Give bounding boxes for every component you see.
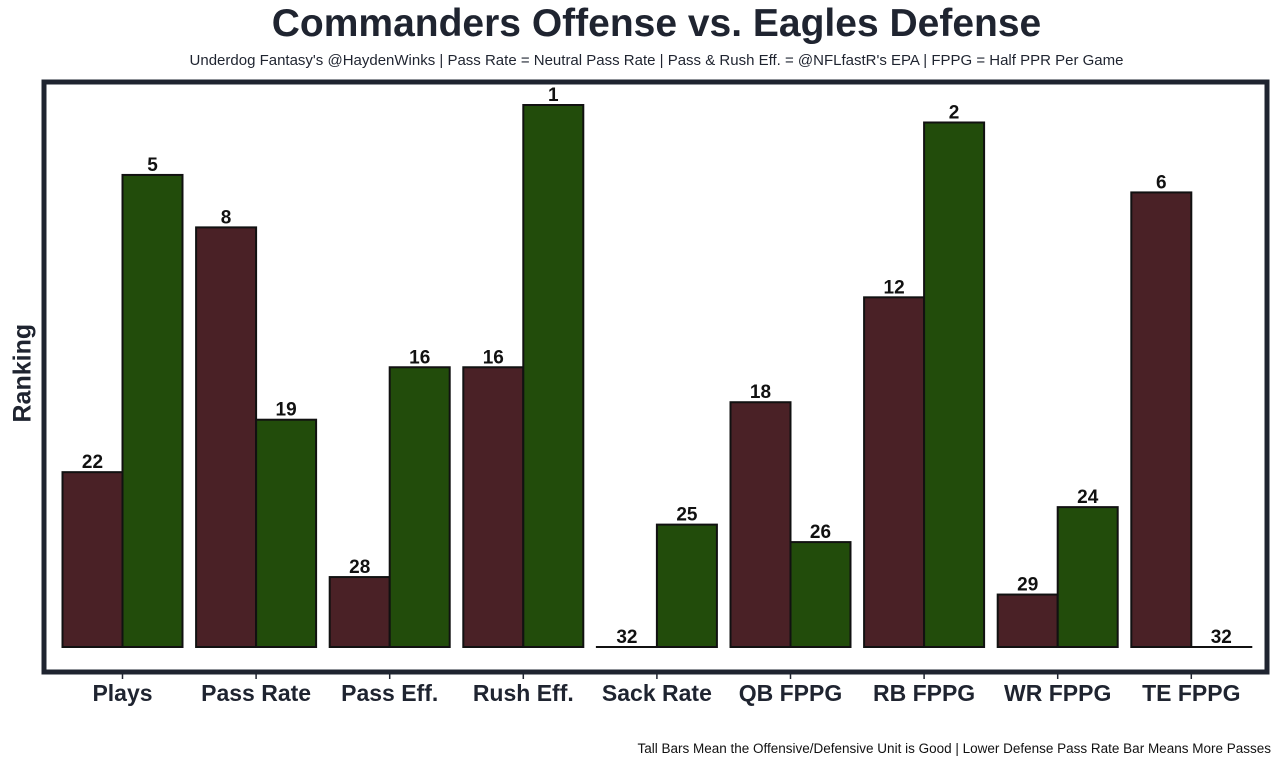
bar-defense-pass-eff xyxy=(388,366,451,648)
bar-offense-rb-fppg xyxy=(863,296,926,648)
bar-offense-plays xyxy=(61,471,124,648)
value-label: 8 xyxy=(221,207,232,228)
x-tick-label: Plays xyxy=(92,680,152,706)
x-tick-label: WR FPPG xyxy=(1004,680,1111,706)
value-label: 12 xyxy=(884,277,905,298)
value-label: 26 xyxy=(810,522,831,543)
bar-offense-wr-fppg xyxy=(996,593,1059,649)
bar-offense-pass-eff xyxy=(328,576,391,648)
bar-offense-qb-fppg xyxy=(729,401,792,648)
value-label: 18 xyxy=(750,382,771,403)
value-label: 29 xyxy=(1017,575,1038,596)
value-label: 1 xyxy=(548,85,559,106)
value-label: 16 xyxy=(409,347,430,368)
bar-offense-te-fppg xyxy=(1130,191,1193,649)
bar-defense-rush-eff xyxy=(522,104,585,648)
bar-defense-rb-fppg xyxy=(923,121,986,648)
bars-group xyxy=(61,104,1253,649)
value-label: 22 xyxy=(82,452,103,473)
value-label: 32 xyxy=(1211,627,1232,648)
x-tick-label: RB FPPG xyxy=(873,680,975,706)
value-label: 19 xyxy=(276,400,297,421)
chart-title: Commanders Offense vs. Eagles Defense xyxy=(271,2,1042,45)
value-label: 2 xyxy=(949,102,960,123)
value-label: 5 xyxy=(147,155,158,176)
x-tick-label: Pass Rate xyxy=(201,680,311,706)
bar-defense-wr-fppg xyxy=(1056,506,1119,648)
bar-offense-rush-eff xyxy=(462,366,525,648)
x-tick-label: Sack Rate xyxy=(602,680,712,706)
value-label: 24 xyxy=(1077,487,1099,508)
bar-offense-pass-rate xyxy=(195,226,258,649)
value-label: 16 xyxy=(483,347,504,368)
chart-subtitle: Underdog Fantasy's @HaydenWinks | Pass R… xyxy=(189,52,1124,69)
plot-frame xyxy=(41,79,1270,675)
value-label: 32 xyxy=(616,627,637,648)
chart-footer-note: Tall Bars Mean the Offensive/Defensive U… xyxy=(637,741,1271,756)
value-label: 28 xyxy=(349,557,370,578)
bar-defense-pass-rate xyxy=(255,418,318,649)
x-tick-label: Rush Eff. xyxy=(473,680,574,706)
x-tick-label: QB FPPG xyxy=(739,680,843,706)
value-label: 6 xyxy=(1156,172,1167,193)
bar-defense-sack-rate xyxy=(655,523,718,649)
value-labels-group: 22 5 8 19 28 16 16 1 32 25 18 26 12 2 29 24 6 32 xyxy=(82,85,1232,648)
x-ticks-group: Plays Pass Rate Pass Eff. Rush Eff. Sack Rat… xyxy=(92,672,1241,706)
bar-defense-plays xyxy=(121,173,184,648)
bar-defense-qb-fppg xyxy=(789,541,852,649)
x-tick-label: TE FPPG xyxy=(1142,680,1240,706)
value-label: 25 xyxy=(676,505,698,526)
x-tick-label: Pass Eff. xyxy=(341,680,438,706)
